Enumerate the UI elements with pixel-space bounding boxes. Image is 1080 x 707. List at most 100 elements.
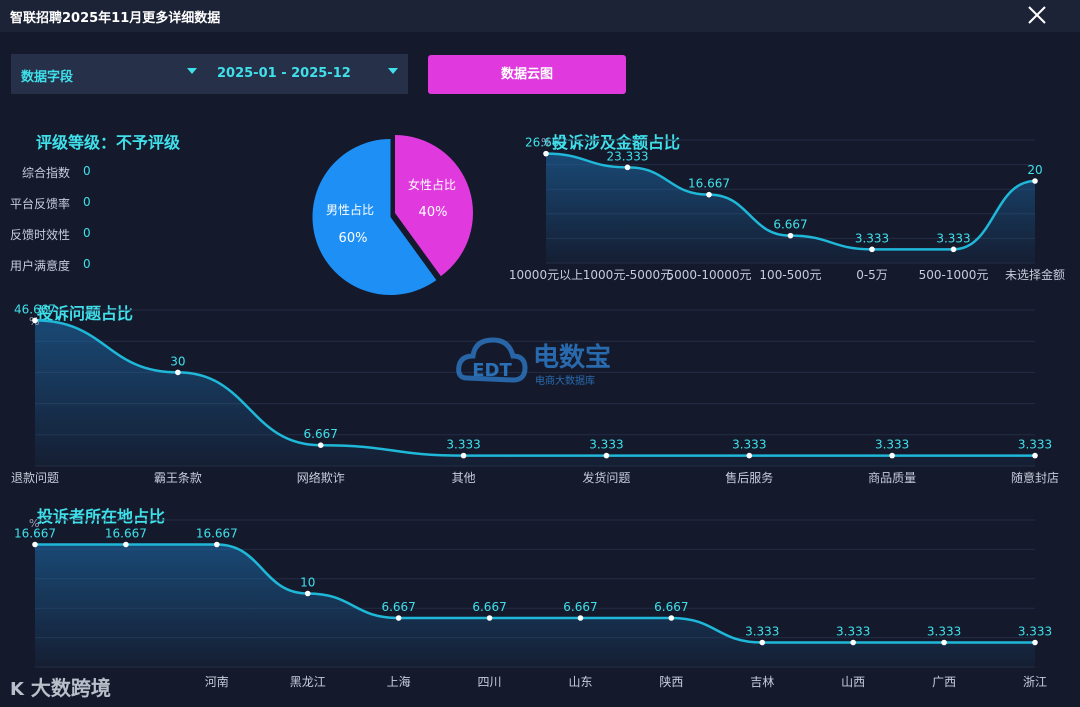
metric-row: 用户满意度 0 — [10, 257, 91, 274]
location-category-label: 陕西 — [659, 674, 683, 689]
location-data-point[interactable] — [941, 639, 947, 646]
location-data-label: 6.667 — [654, 600, 688, 614]
amount-unit-label: % — [541, 136, 551, 149]
metric-label: 平台反馈率 — [10, 197, 71, 211]
issue-data-point[interactable] — [1032, 452, 1038, 459]
pie-slice-male[interactable] — [312, 139, 437, 295]
location-data-point[interactable] — [850, 639, 856, 646]
pie-slice-female[interactable] — [395, 135, 473, 277]
title-bar: 智联招聘2025年11月更多详细数据 — [0, 0, 1080, 32]
location-category-label: 广西 — [932, 675, 956, 689]
issue-data-label: 3.333 — [1018, 438, 1052, 452]
amount-data-label: 16.667 — [688, 177, 730, 191]
amount-data-point[interactable] — [543, 150, 549, 157]
location-data-label: 6.667 — [563, 600, 597, 614]
issue-data-point[interactable] — [460, 452, 467, 459]
issue-category-label: 售后服务 — [725, 470, 773, 485]
issue-chart-title: 投诉问题占比 — [37, 304, 134, 323]
metric-value: 0 — [83, 195, 91, 209]
issue-category-label: 退款问题 — [11, 471, 59, 485]
amount-data-point[interactable] — [1032, 178, 1038, 184]
location-category-label: 四川 — [478, 675, 502, 689]
issue-category-label: 随意封店 — [1011, 470, 1059, 485]
footer-watermark-text: 大数跨境 — [30, 676, 111, 700]
issue-data-label: 30 — [170, 354, 185, 368]
date-range-select[interactable]: 2025-01 - 2025-12 — [207, 54, 408, 94]
location-data-point[interactable] — [304, 590, 311, 597]
metric-row: 综合指数 0 — [10, 164, 91, 181]
issue-data-point[interactable] — [603, 452, 610, 459]
amount-category-label: 10000元以上 — [509, 268, 583, 282]
location-unit-label: % — [29, 517, 39, 530]
chevron-down-icon — [388, 68, 398, 74]
date-range-label: 2025-01 - 2025-12 — [217, 66, 351, 81]
amount-category-label: 1000元-5000元 — [583, 268, 672, 282]
cloud-logo-icon: EDT 电数宝 电商大数据库 — [456, 337, 611, 387]
issue-series-line — [34, 319, 1035, 457]
location-data-label: 3.333 — [1018, 625, 1052, 639]
issue-data-label: 46.667 — [14, 302, 56, 316]
watermark-logo-text: EDT — [472, 360, 512, 381]
location-series-line — [35, 543, 1035, 644]
amount-data-point[interactable] — [869, 246, 875, 253]
location-chart-title: 投诉者所在地占比 — [37, 507, 166, 526]
location-category-label: 黑龙江 — [290, 675, 326, 689]
location-data-label: 6.667 — [472, 600, 506, 614]
issue-data-label: 3.333 — [446, 438, 480, 452]
location-data-label: 10 — [300, 576, 315, 590]
close-icon[interactable] — [1026, 4, 1050, 28]
field-select[interactable]: 数据字段 — [11, 54, 207, 94]
location-data-point[interactable] — [486, 615, 493, 621]
issue-data-point[interactable] — [889, 452, 895, 459]
gender-pie-chart: 女性占比 40% 男性占比 60% — [312, 135, 473, 295]
amount-data-point[interactable] — [787, 232, 794, 239]
issue-data-label: 3.333 — [875, 438, 909, 452]
location-data-point[interactable] — [214, 541, 220, 548]
location-data-point[interactable] — [32, 541, 38, 548]
edt-watermark: EDT 电数宝 电商大数据库 — [455, 328, 625, 402]
location-data-point[interactable] — [123, 541, 129, 548]
location-area-fill — [35, 544, 1035, 667]
location-data-point[interactable] — [668, 615, 675, 621]
amount-data-point[interactable] — [624, 164, 631, 171]
metric-value: 0 — [83, 226, 91, 240]
location-data-point[interactable] — [395, 615, 402, 621]
amount-data-label: 3.333 — [936, 231, 970, 245]
watermark-sub: 电商大数据库 — [535, 374, 595, 387]
location-category-label: 上海 — [387, 674, 411, 689]
metric-row: 平台反馈率 0 — [10, 195, 91, 212]
data-cloud-button[interactable]: 数据云图 — [428, 55, 626, 94]
location-data-label: 3.333 — [836, 625, 870, 639]
metric-value: 0 — [83, 164, 91, 178]
issue-category-label: 霸王条款 — [154, 471, 202, 485]
amount-category-label: 0-5万 — [856, 268, 888, 282]
footer-watermark: K 大数跨境 — [10, 672, 111, 701]
issue-data-point[interactable] — [175, 369, 181, 376]
location-data-label: 6.667 — [381, 600, 415, 614]
metric-label: 用户满意度 — [10, 259, 71, 273]
amount-area-fill — [546, 153, 1035, 263]
issue-category-label: 网络欺诈 — [297, 470, 345, 485]
location-data-label: 16.667 — [14, 526, 56, 540]
issue-data-point[interactable] — [32, 317, 38, 324]
amount-category-label: 500-1000元 — [919, 268, 989, 282]
male-value: 60% — [339, 231, 368, 246]
amount-data-point[interactable] — [950, 246, 957, 253]
issue-area-fill — [35, 320, 1035, 466]
issue-category-label: 其他 — [452, 471, 476, 485]
window-title: 智联招聘2025年11月更多详细数据 — [10, 11, 221, 26]
location-category-label: 山东 — [568, 675, 592, 689]
issue-data-point[interactable] — [746, 452, 753, 459]
location-data-point[interactable] — [1032, 639, 1038, 646]
metric-value: 0 — [83, 257, 91, 271]
amount-chart-title: 投诉涉及金额占比 — [552, 133, 681, 152]
location-data-point[interactable] — [759, 639, 766, 646]
amount-data-point[interactable] — [706, 191, 712, 198]
metric-label: 综合指数 — [21, 166, 70, 180]
location-data-label: 16.667 — [196, 526, 238, 540]
location-data-point[interactable] — [577, 615, 584, 621]
issue-category-label: 商品质量 — [868, 470, 916, 485]
amount-data-label: 20 — [1027, 163, 1042, 177]
issue-data-point[interactable] — [317, 442, 324, 448]
